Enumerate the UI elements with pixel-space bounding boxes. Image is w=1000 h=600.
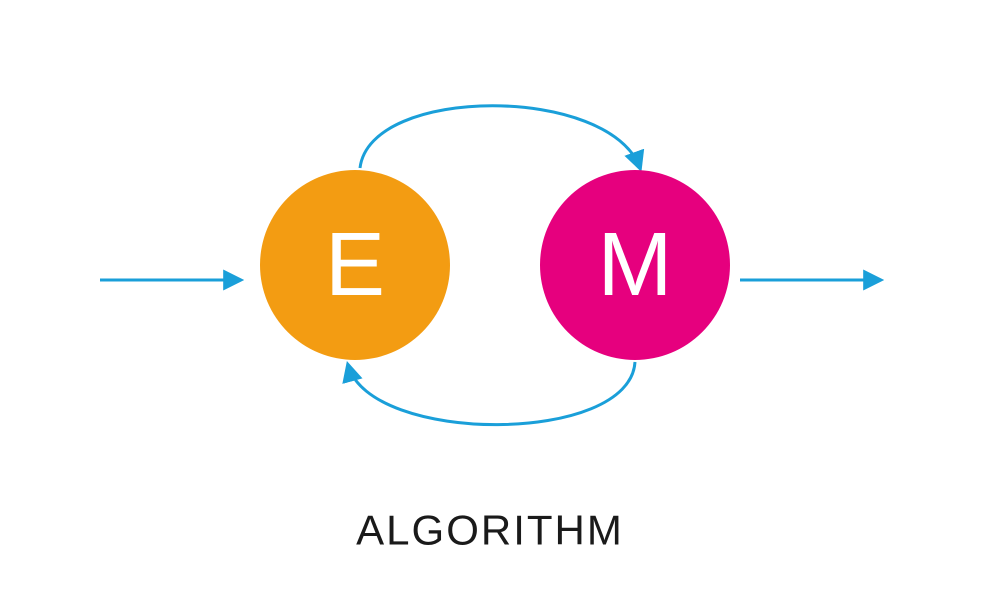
curve-e-to-m bbox=[360, 106, 640, 168]
curve-m-to-e bbox=[348, 362, 635, 425]
em-algorithm-diagram: E M ALGORITHM bbox=[0, 0, 1000, 600]
node-m-label: M bbox=[598, 215, 673, 315]
diagram-caption: ALGORITHM bbox=[356, 507, 624, 554]
node-e-label: E bbox=[325, 215, 385, 315]
